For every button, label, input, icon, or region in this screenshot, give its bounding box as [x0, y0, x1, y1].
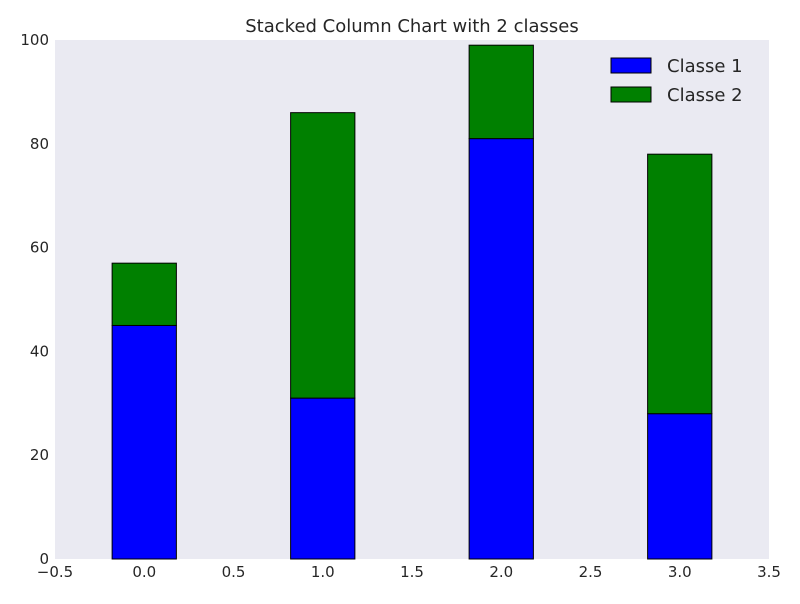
y-tick-label: 0 [39, 550, 49, 568]
bar-classe-1-0 [111, 324, 177, 560]
y-tick-label: 60 [30, 239, 49, 257]
bar-classe-2-2 [468, 44, 534, 140]
x-tick-labels: −0.5 0.0 0.5 1.0 1.5 2.0 2.5 3.0 3.5 [37, 563, 781, 581]
bar-classe-1-2 [468, 138, 534, 560]
x-tick-label: 1.5 [400, 563, 424, 581]
bar-classe-2-0 [111, 262, 177, 326]
y-tick-label: 80 [30, 135, 49, 153]
x-tick-label: 1.0 [311, 563, 335, 581]
chart-title: Stacked Column Chart with 2 classes [245, 16, 578, 37]
y-tick-label: 20 [30, 446, 49, 464]
y-tick-label: 40 [30, 342, 49, 360]
legend: Classe 1 Classe 2 [610, 56, 743, 106]
bars-layer [111, 44, 713, 560]
x-tick-label: 0.0 [132, 563, 156, 581]
x-tick-label: 2.0 [489, 563, 513, 581]
bar-classe-2-1 [290, 112, 356, 399]
legend-swatch-classe-1 [610, 57, 652, 74]
x-tick-label: −0.5 [37, 563, 73, 581]
x-tick-label: 3.5 [757, 563, 781, 581]
legend-label-classe-2: Classe 2 [667, 85, 743, 106]
x-tick-label: 0.5 [222, 563, 246, 581]
y-tick-label: 100 [20, 31, 49, 49]
bar-classe-1-3 [647, 413, 713, 560]
x-tick-label: 3.0 [668, 563, 692, 581]
bar-classe-2-3 [647, 153, 713, 415]
legend-swatch-classe-2 [610, 86, 652, 103]
legend-label-classe-1: Classe 1 [667, 56, 743, 77]
bar-classe-1-1 [290, 397, 356, 560]
x-tick-label: 2.5 [579, 563, 603, 581]
y-tick-labels: 0 20 40 60 80 100 [20, 31, 49, 568]
